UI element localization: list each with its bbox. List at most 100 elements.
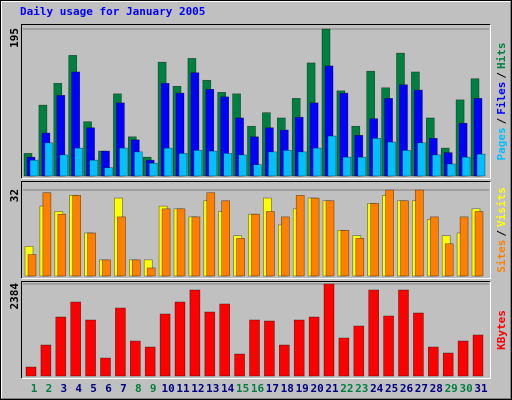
bar — [457, 340, 469, 377]
x-tick-label: 6 — [105, 382, 112, 395]
bar — [312, 147, 322, 177]
x-tick-label: 9 — [150, 382, 157, 395]
bar — [40, 344, 52, 377]
bar — [146, 267, 156, 277]
chart-title: Daily usage for January 2005 — [20, 5, 205, 18]
x-tick-label: 17 — [266, 382, 279, 395]
x-tick-label: 4 — [75, 382, 82, 395]
x-tick-label: 29 — [445, 382, 458, 395]
bar — [431, 154, 441, 177]
bar — [282, 150, 292, 177]
bar — [253, 164, 262, 177]
bar — [221, 200, 230, 277]
bar — [297, 151, 307, 177]
bar — [178, 153, 188, 177]
bar — [223, 153, 232, 177]
bar — [327, 135, 337, 177]
bar — [208, 150, 218, 177]
x-tick-label: 10 — [161, 382, 174, 395]
bar — [413, 312, 424, 377]
bar — [266, 211, 275, 277]
x-tick-label: 14 — [221, 382, 235, 395]
bar — [100, 357, 111, 377]
bar — [29, 159, 39, 177]
bar — [280, 216, 290, 277]
legend: Sites / Visits — [495, 187, 508, 273]
panel-bevel-light — [21, 24, 491, 179]
legend-entry: Hits — [495, 43, 508, 70]
bar — [25, 366, 37, 377]
bar — [402, 150, 411, 177]
bar — [355, 238, 365, 277]
x-tick-label: 24 — [370, 382, 384, 395]
bar — [370, 203, 380, 277]
legend-entry: Files — [495, 82, 508, 115]
bar — [148, 162, 158, 177]
bar — [295, 195, 305, 277]
bar — [427, 346, 439, 377]
x-tick-label: 19 — [296, 382, 309, 395]
bar — [130, 340, 141, 377]
bar — [446, 163, 456, 177]
bar — [115, 307, 126, 377]
bar — [159, 313, 171, 377]
bar — [161, 208, 171, 277]
x-tick-label: 31 — [474, 382, 488, 395]
bar — [59, 154, 69, 177]
bar — [57, 213, 67, 277]
bar — [474, 211, 484, 277]
bar — [264, 320, 275, 377]
bar — [104, 167, 113, 177]
bar — [444, 243, 454, 277]
panel-bevel-dark — [21, 24, 491, 179]
bar — [236, 238, 245, 277]
bar — [117, 216, 126, 277]
bar — [268, 151, 277, 177]
x-tick-label: 25 — [385, 382, 398, 395]
x-tick-label: 5 — [90, 382, 97, 395]
bar — [353, 325, 365, 377]
bar — [234, 353, 245, 377]
bar — [191, 216, 201, 277]
panel-bevel-dark — [21, 181, 491, 279]
bar — [387, 141, 396, 177]
bar — [342, 156, 352, 177]
legend-entry: Pages — [495, 127, 508, 160]
bar — [193, 150, 203, 177]
bar — [119, 147, 128, 177]
bar — [27, 254, 37, 277]
bar — [385, 189, 394, 277]
bar — [74, 147, 83, 177]
legend: KBytes — [495, 310, 508, 350]
bar — [372, 138, 382, 177]
bar — [383, 315, 394, 377]
bar — [338, 337, 350, 377]
bar — [310, 197, 320, 277]
panel-bevel-light — [21, 181, 491, 279]
x-tick-label: 20 — [310, 382, 323, 395]
bar — [132, 259, 141, 277]
panel-bevel-dark — [21, 281, 491, 379]
bar — [251, 213, 260, 277]
bar — [189, 289, 201, 377]
bar — [219, 303, 230, 377]
bar — [176, 208, 186, 277]
bar — [144, 346, 156, 377]
bar — [400, 200, 409, 277]
bar — [85, 319, 96, 377]
bar — [459, 216, 469, 277]
bar — [340, 230, 350, 277]
y-tick-label: 32 — [8, 189, 21, 202]
bar — [323, 283, 335, 377]
x-tick-label: 21 — [325, 382, 339, 395]
x-tick-label: 8 — [135, 382, 142, 395]
x-tick-label: 22 — [340, 382, 353, 395]
bar — [357, 156, 367, 177]
legend-separator: / — [495, 72, 508, 79]
y-tick-label: 2384 — [8, 283, 21, 310]
bar — [293, 319, 305, 377]
bar — [206, 192, 216, 277]
x-tick-label: 7 — [120, 382, 127, 395]
x-tick-label: 18 — [281, 382, 294, 395]
bar — [442, 352, 454, 377]
